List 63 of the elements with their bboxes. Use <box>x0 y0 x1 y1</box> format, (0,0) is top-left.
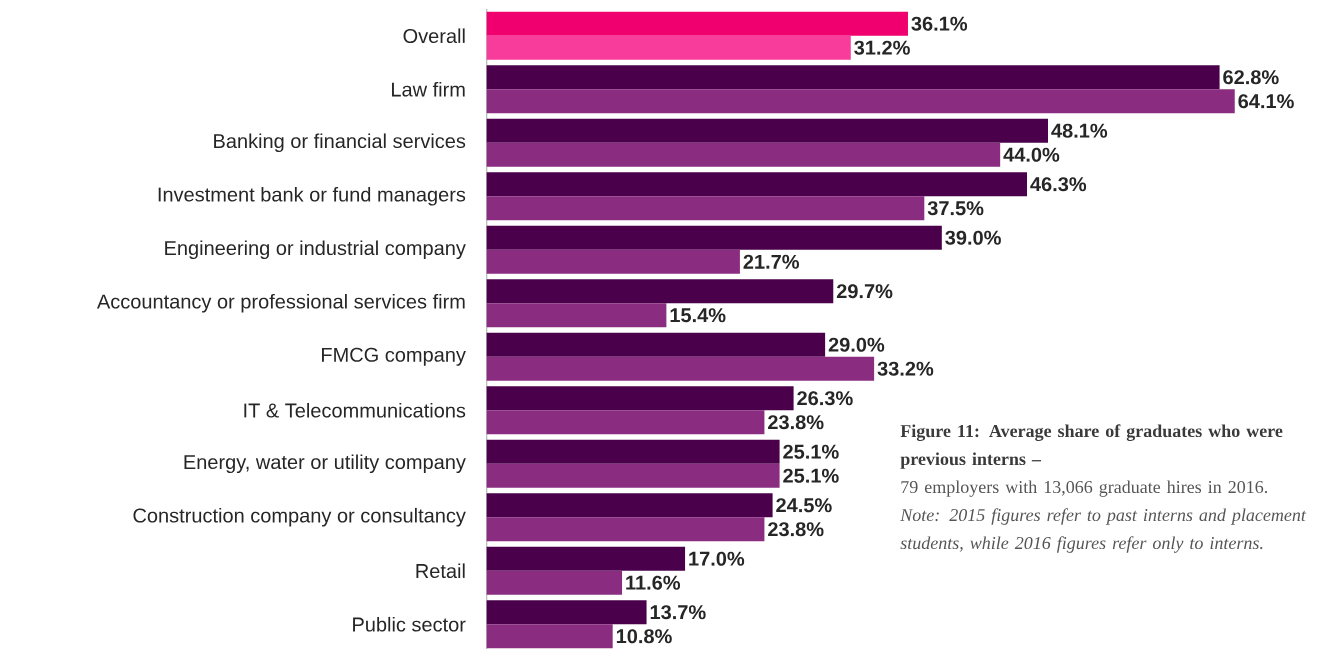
data-label: 25.1% <box>783 444 839 459</box>
bar <box>486 570 623 595</box>
bar <box>486 546 686 571</box>
data-label: 33.2% <box>877 361 934 376</box>
y-tick-label: Engineering or industrial company <box>165 240 466 260</box>
data-label: 15.4% <box>670 308 726 323</box>
bar <box>486 118 1049 143</box>
bar <box>486 65 1220 90</box>
bar <box>486 410 765 435</box>
y-tick-label: Energy, water or utility company <box>184 454 466 474</box>
data-label: 29.7% <box>836 284 893 299</box>
y-tick-label: Overall <box>403 28 465 44</box>
bar <box>486 11 908 36</box>
data-label: 44.0% <box>1003 147 1060 162</box>
bar <box>486 517 765 542</box>
data-label: 46.3% <box>1030 177 1087 192</box>
data-label: 21.7% <box>743 254 800 269</box>
y-tick-label: Retail <box>416 563 465 579</box>
bar <box>486 225 942 250</box>
y-tick-label: FMCG company <box>322 347 466 366</box>
data-label: 17.0% <box>689 551 745 566</box>
data-label: 13.7% <box>650 605 706 620</box>
bar <box>486 386 794 411</box>
data-label: 23.8% <box>768 415 824 430</box>
data-label: 26.3% <box>797 391 853 406</box>
bar <box>486 332 826 357</box>
y-tick-label: Banking or financial services <box>214 133 466 153</box>
bar <box>486 600 647 625</box>
bar <box>486 89 1235 114</box>
bar <box>486 249 740 274</box>
data-label: 62.8% <box>1223 70 1279 85</box>
data-label: 23.8% <box>768 522 824 537</box>
data-label: 64.1% <box>1238 94 1294 109</box>
y-tick-label: Law firm <box>392 81 465 97</box>
data-label: 24.5% <box>776 498 832 513</box>
data-label: 39.0% <box>945 230 1001 245</box>
data-label: 29.0% <box>828 337 885 352</box>
text: Figure 11: Average share of graduates who were previous interns – <box>900 424 1283 469</box>
data-label: 48.1% <box>1051 123 1108 138</box>
bar <box>486 356 875 381</box>
y-tick-label: Construction company or consultancy <box>133 507 466 527</box>
bar <box>486 35 851 60</box>
bar <box>486 303 667 328</box>
bar <box>486 624 613 649</box>
data-label: 25.1% <box>783 468 839 483</box>
y-tick-label: IT & Telecommunications <box>244 402 466 418</box>
data-label: 11.6% <box>626 575 681 590</box>
data-label: 37.5% <box>927 201 984 216</box>
bar <box>486 493 773 518</box>
y-tick-label: Investment bank or fund managers <box>158 186 466 206</box>
bar <box>486 196 925 221</box>
bar <box>486 172 1028 197</box>
y-tick-label: Accountancy or professional services firm <box>96 293 465 313</box>
y-tick-label: Public sector <box>353 616 466 632</box>
data-label: 36.1% <box>911 16 968 31</box>
bar <box>486 463 780 488</box>
data-label: 10.8% <box>616 629 672 644</box>
annotation: Note: 2015 figures refer to past interns and placement students, while 2016 figures refer only to interns. <box>900 508 1307 553</box>
bar <box>486 142 1001 167</box>
data-label: 31.2% <box>854 40 910 55</box>
text: 79 employers with 13,066 graduate hires in 2016. <box>901 480 1268 497</box>
bar <box>486 439 780 464</box>
bar <box>486 279 834 304</box>
